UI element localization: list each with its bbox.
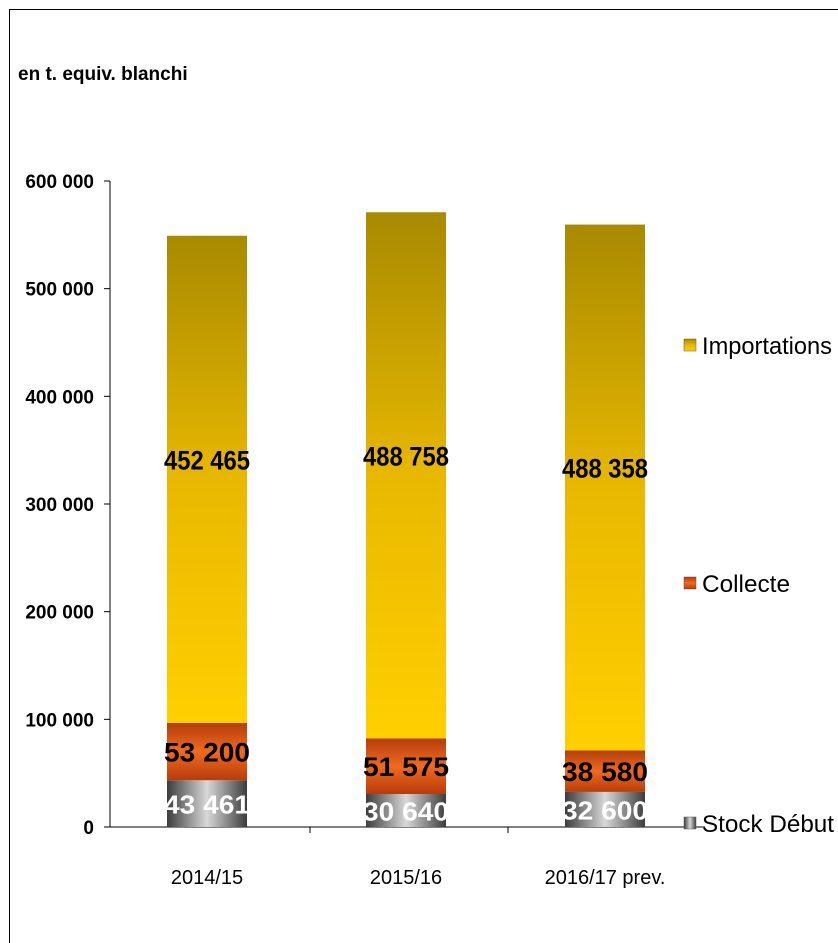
bar-segment-collecte [366, 738, 446, 795]
data-label: 53 200 [164, 738, 250, 768]
chart-frame [9, 9, 838, 943]
y-tick-label: 400 000 [25, 387, 94, 408]
bar-segment-stock-d-but [366, 794, 446, 827]
bar-segment-importations [366, 212, 446, 739]
y-tick-label: 500 000 [25, 280, 94, 301]
data-labels: 43 461 53 200 452 465 30 640 51 575 488 758 32… [164, 441, 648, 826]
legend-label: Stock Début [702, 811, 834, 838]
legend-label: Collecte [702, 571, 790, 598]
bar-segment-collecte [565, 750, 645, 792]
data-label: 488 758 [363, 441, 449, 471]
data-label: 43 461 [164, 790, 250, 820]
legend-swatch [683, 576, 697, 590]
bar-stacks [167, 212, 645, 827]
bar-segment-collecte [167, 722, 247, 781]
bar-segment-stock-d-but [565, 791, 645, 827]
data-label: 452 465 [164, 445, 250, 475]
x-axis-tick-labels: 2014/15 2015/16 2016/17 prev. [171, 827, 666, 889]
y-tick-label: 300 000 [25, 495, 94, 516]
y-tick-label: 200 000 [25, 603, 94, 624]
data-label: 38 580 [562, 757, 648, 787]
x-tick-label: 2015/16 [370, 867, 442, 889]
bar-segment-importations [167, 235, 247, 723]
x-tick-label: 2014/15 [171, 867, 243, 889]
data-label: 32 600 [562, 795, 648, 825]
legend-swatch [683, 816, 697, 830]
data-label: 488 358 [562, 453, 648, 483]
legend-swatch [683, 338, 697, 352]
bar-segment-stock-d-but [167, 780, 247, 827]
y-axis-unit-label: en t. equiv. blanchi [18, 64, 188, 85]
y-tick-label: 0 [83, 818, 94, 839]
data-label: 30 640 [363, 797, 449, 827]
data-label: 51 575 [363, 752, 449, 782]
y-tick-label: 600 000 [25, 172, 94, 193]
x-tick-label: 2016/17 prev. [545, 867, 666, 889]
y-axis-ticks: 600 000 500 000 400 000 300 000 200 000 100 0… [25, 172, 110, 839]
legend-label: Importations [702, 333, 832, 360]
bar-segment-importations [565, 224, 645, 751]
legend: Importations Collecte Stock Début [683, 333, 834, 838]
y-tick-label: 100 000 [25, 710, 94, 731]
